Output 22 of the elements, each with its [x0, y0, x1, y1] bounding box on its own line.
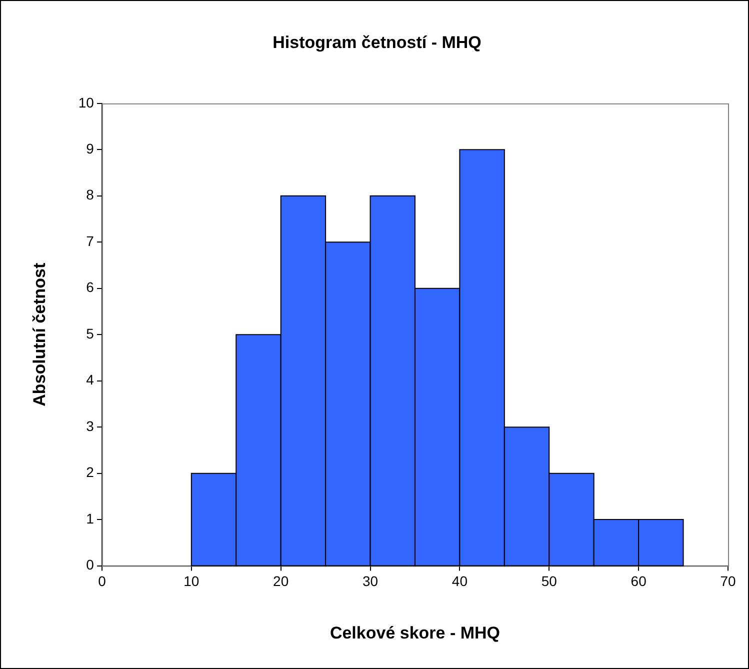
x-tick-label: 50	[541, 573, 558, 590]
y-tick-label: 2	[86, 464, 94, 480]
x-tick-label: 70	[720, 573, 736, 590]
x-tick-label: 60	[630, 573, 647, 590]
y-tick-label: 3	[86, 418, 94, 434]
x-tick-label: 40	[452, 573, 468, 590]
y-tick-label: 1	[86, 510, 94, 526]
x-axis-title: Celkové skore - MHQ	[330, 623, 500, 642]
y-tick-label: 10	[78, 94, 94, 110]
x-tick-label: 30	[362, 573, 378, 590]
x-tick-label: 0	[98, 573, 106, 590]
y-tick-label: 4	[86, 372, 94, 388]
y-tick-label: 0	[86, 556, 94, 573]
y-tick-label: 6	[86, 279, 94, 296]
y-tick-label: 9	[86, 140, 94, 156]
y-tick-label: 5	[86, 325, 94, 342]
y-tick-label: 7	[86, 232, 94, 249]
y-axis-title: Absolutní četnost	[30, 262, 49, 406]
y-tick-label: 8	[86, 186, 94, 203]
chart-title: Histogram četností - MHQ	[272, 32, 482, 52]
x-tick-label: 20	[273, 573, 289, 590]
x-tick-label: 10	[184, 573, 200, 590]
